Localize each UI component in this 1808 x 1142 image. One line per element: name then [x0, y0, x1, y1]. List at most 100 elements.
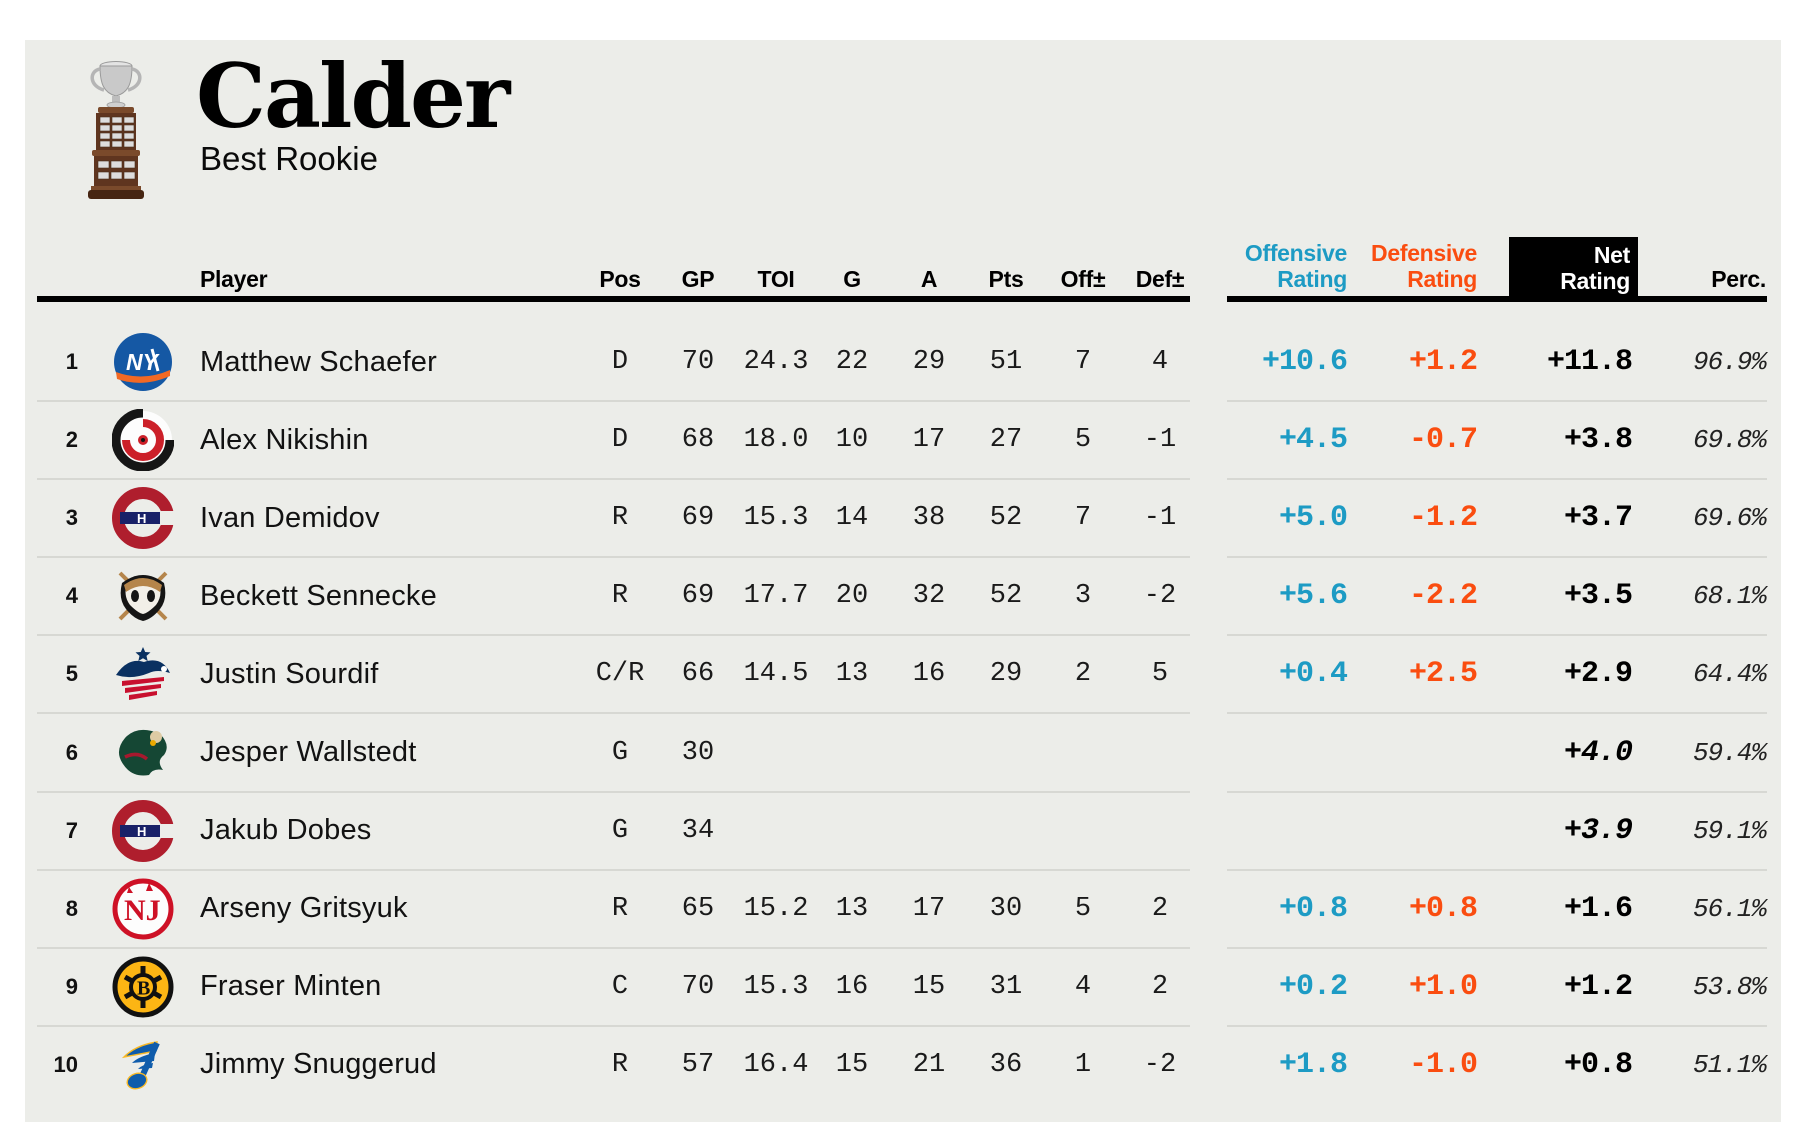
- cell-rank: 7: [65, 817, 78, 843]
- cell-pos: C: [611, 971, 629, 1002]
- team-logo-ana-icon: [112, 557, 174, 635]
- cell-def-plusminus: -2: [1143, 1049, 1177, 1080]
- cell-defensive-rating: -2.2: [1408, 579, 1478, 614]
- cell-rank: 8: [65, 895, 78, 921]
- row-separator: [1227, 478, 1767, 481]
- cell-pos: G: [611, 737, 629, 768]
- table-row: 4 Beckett Sennecke R 69 17.7 20 32 52 3 -2 +5.6 -2.…: [0, 557, 1808, 635]
- cell-offensive-rating: +4.5: [1278, 423, 1348, 458]
- cell-def-plusminus: 5: [1151, 659, 1169, 690]
- cell-points: 31: [989, 971, 1023, 1002]
- cell-defensive-rating: +1.0: [1408, 969, 1478, 1004]
- row-separator: [37, 790, 1190, 793]
- cell-goals: 14: [835, 503, 869, 534]
- column-header-gp: GP: [681, 266, 715, 292]
- column-header-pos: Pos: [599, 266, 641, 292]
- cell-goals: 13: [835, 893, 869, 924]
- header-rule-right: [1227, 296, 1767, 302]
- cell-offensive-rating: +5.0: [1278, 501, 1348, 536]
- cell-off-plusminus: 5: [1074, 893, 1092, 924]
- column-header-offensive-rating: Offensive Rating: [1244, 240, 1347, 292]
- cell-toi: 16.4: [743, 1049, 809, 1080]
- cell-offensive-rating: +10.6: [1261, 345, 1348, 379]
- cell-def-plusminus: 2: [1151, 971, 1169, 1002]
- table-row: 6 Jesper Wallstedt G 30 +4.0 59.4%: [0, 714, 1808, 792]
- cell-player-name: Arseny Gritsyuk: [200, 892, 408, 925]
- cell-net-rating: +1.6: [1563, 891, 1633, 926]
- cell-pos: D: [611, 347, 629, 377]
- cell-net-rating: +3.7: [1563, 501, 1633, 536]
- cell-gp: 65: [681, 893, 715, 924]
- cell-goals: 16: [835, 971, 869, 1002]
- cell-off-plusminus: 2: [1074, 659, 1092, 690]
- row-separator: [37, 946, 1190, 949]
- cell-perc: 51.1%: [1692, 1049, 1767, 1080]
- cell-player-name: Ivan Demidov: [200, 501, 380, 534]
- team-logo-car-icon: [112, 401, 174, 479]
- cell-perc: 56.1%: [1692, 893, 1767, 924]
- table-row: 7 H Jakub Dobes G 34 +3.9 59.1%: [0, 792, 1808, 870]
- row-separator: [37, 556, 1190, 559]
- cell-gp: 57: [681, 1049, 715, 1080]
- cell-goals: [812, 714, 892, 792]
- row-separator: [1227, 712, 1767, 715]
- table-row: 1 NY Matthew Schaefer D 70 24.3 22 29 51 7 4 +10.6 +…: [0, 323, 1808, 401]
- row-separator: [1227, 400, 1767, 402]
- row-separator: [37, 634, 1190, 637]
- table-row: 2 Alex Nikishin D 68 18.0 10 17 27 5 -1 +4.5 -0.7 +3…: [0, 401, 1808, 479]
- cell-net-rating: +1.2: [1563, 969, 1633, 1004]
- cell-pos: R: [611, 581, 629, 612]
- cell-rank: 1: [65, 349, 78, 374]
- cell-net-rating: +4.0: [1563, 735, 1633, 770]
- row-separator: [1227, 1024, 1767, 1027]
- row-separator: [37, 400, 1190, 402]
- cell-off-plusminus: 7: [1074, 503, 1092, 534]
- cell-off-plusminus: 5: [1074, 425, 1092, 456]
- table-row: 10 Jimmy Snuggerud R 57 16.4 15 21 36 1 -2 +1.8 -1.…: [0, 1026, 1808, 1104]
- cell-net-rating: +0.8: [1563, 1047, 1633, 1082]
- cell-toi: 15.3: [743, 503, 809, 534]
- cell-rank: 9: [65, 973, 78, 999]
- column-header-perc: Perc.: [1711, 266, 1766, 292]
- team-logo-bos-icon: B: [112, 948, 174, 1026]
- cell-defensive-rating: +0.8: [1408, 891, 1478, 926]
- row-separator: [1227, 790, 1767, 793]
- cell-toi: [736, 792, 816, 870]
- cell-gp: 69: [681, 581, 715, 612]
- calder-trophy-icon: [85, 56, 148, 202]
- team-logo-mtl-icon: H: [112, 479, 174, 557]
- svg-text:NJ: NJ: [124, 894, 161, 927]
- cell-gp: 34: [681, 815, 715, 846]
- cell-def-plusminus: 4: [1151, 347, 1169, 377]
- cell-off-plusminus: 4: [1074, 971, 1092, 1002]
- cell-goals: [812, 792, 892, 870]
- column-header-g: G: [843, 266, 861, 292]
- cell-off-plusminus: 3: [1074, 581, 1092, 612]
- cell-off-plusminus: [1043, 714, 1123, 792]
- cell-def-plusminus: -1: [1143, 503, 1177, 534]
- cell-offensive-rating: +5.6: [1278, 579, 1348, 614]
- cell-pos: G: [611, 815, 629, 846]
- cell-rank: 5: [65, 661, 78, 687]
- page-subtitle: Best Rookie: [200, 140, 378, 177]
- cell-player-name: Jakub Dobes: [200, 814, 372, 847]
- cell-goals: 10: [835, 425, 869, 456]
- svg-text:H: H: [137, 511, 146, 526]
- cell-pos: R: [611, 1049, 629, 1080]
- row-separator: [1227, 556, 1767, 559]
- cell-def-plusminus: 2: [1151, 893, 1169, 924]
- cell-points: 51: [989, 347, 1023, 377]
- cell-gp: 68: [681, 425, 715, 456]
- cell-perc: 64.4%: [1692, 659, 1767, 690]
- cell-assists: [889, 792, 969, 870]
- cell-defensive-rating: [1317, 714, 1477, 792]
- cell-points: 29: [989, 659, 1023, 690]
- cell-pos: D: [611, 425, 629, 456]
- cell-player-name: Matthew Schaefer: [200, 345, 437, 378]
- cell-rank: 6: [65, 739, 78, 765]
- cell-assists: 16: [912, 659, 946, 690]
- cell-pos: C/R: [595, 659, 645, 690]
- cell-perc: 59.1%: [1692, 815, 1767, 846]
- cell-toi: 18.0: [743, 425, 809, 456]
